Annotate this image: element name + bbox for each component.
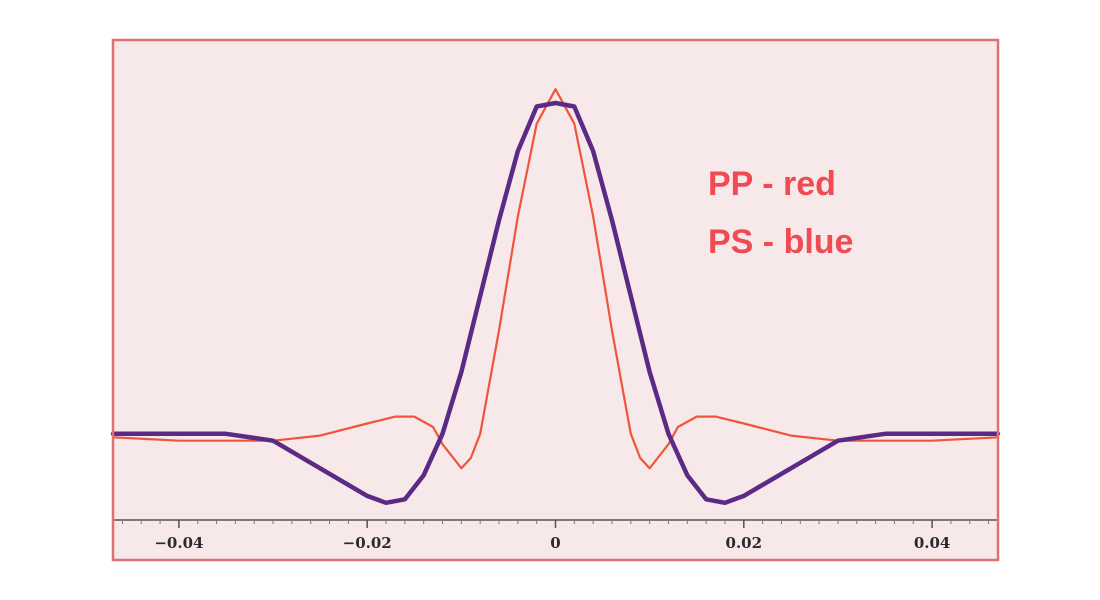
- legend-entry-pp: PP - red: [708, 165, 836, 203]
- legend-entry-ps: PS - blue: [708, 223, 853, 261]
- x-axis-ticks: −0.04 −0.02 0 0.02 0.04: [154, 520, 950, 552]
- legend: PP - red PS - blue: [708, 165, 853, 261]
- plot-background: [113, 40, 998, 560]
- series-layer: [110, 88, 1001, 506]
- series-line-pp: [111, 88, 1000, 470]
- x-tick-label: 0.04: [914, 534, 951, 552]
- series-line-ps: [110, 100, 1001, 506]
- x-tick-label: 0: [550, 534, 560, 552]
- plot-frame: [111, 38, 1000, 562]
- x-tick-label: −0.04: [154, 534, 203, 552]
- x-tick-label: 0.02: [726, 534, 763, 552]
- x-tick-label: −0.02: [343, 534, 392, 552]
